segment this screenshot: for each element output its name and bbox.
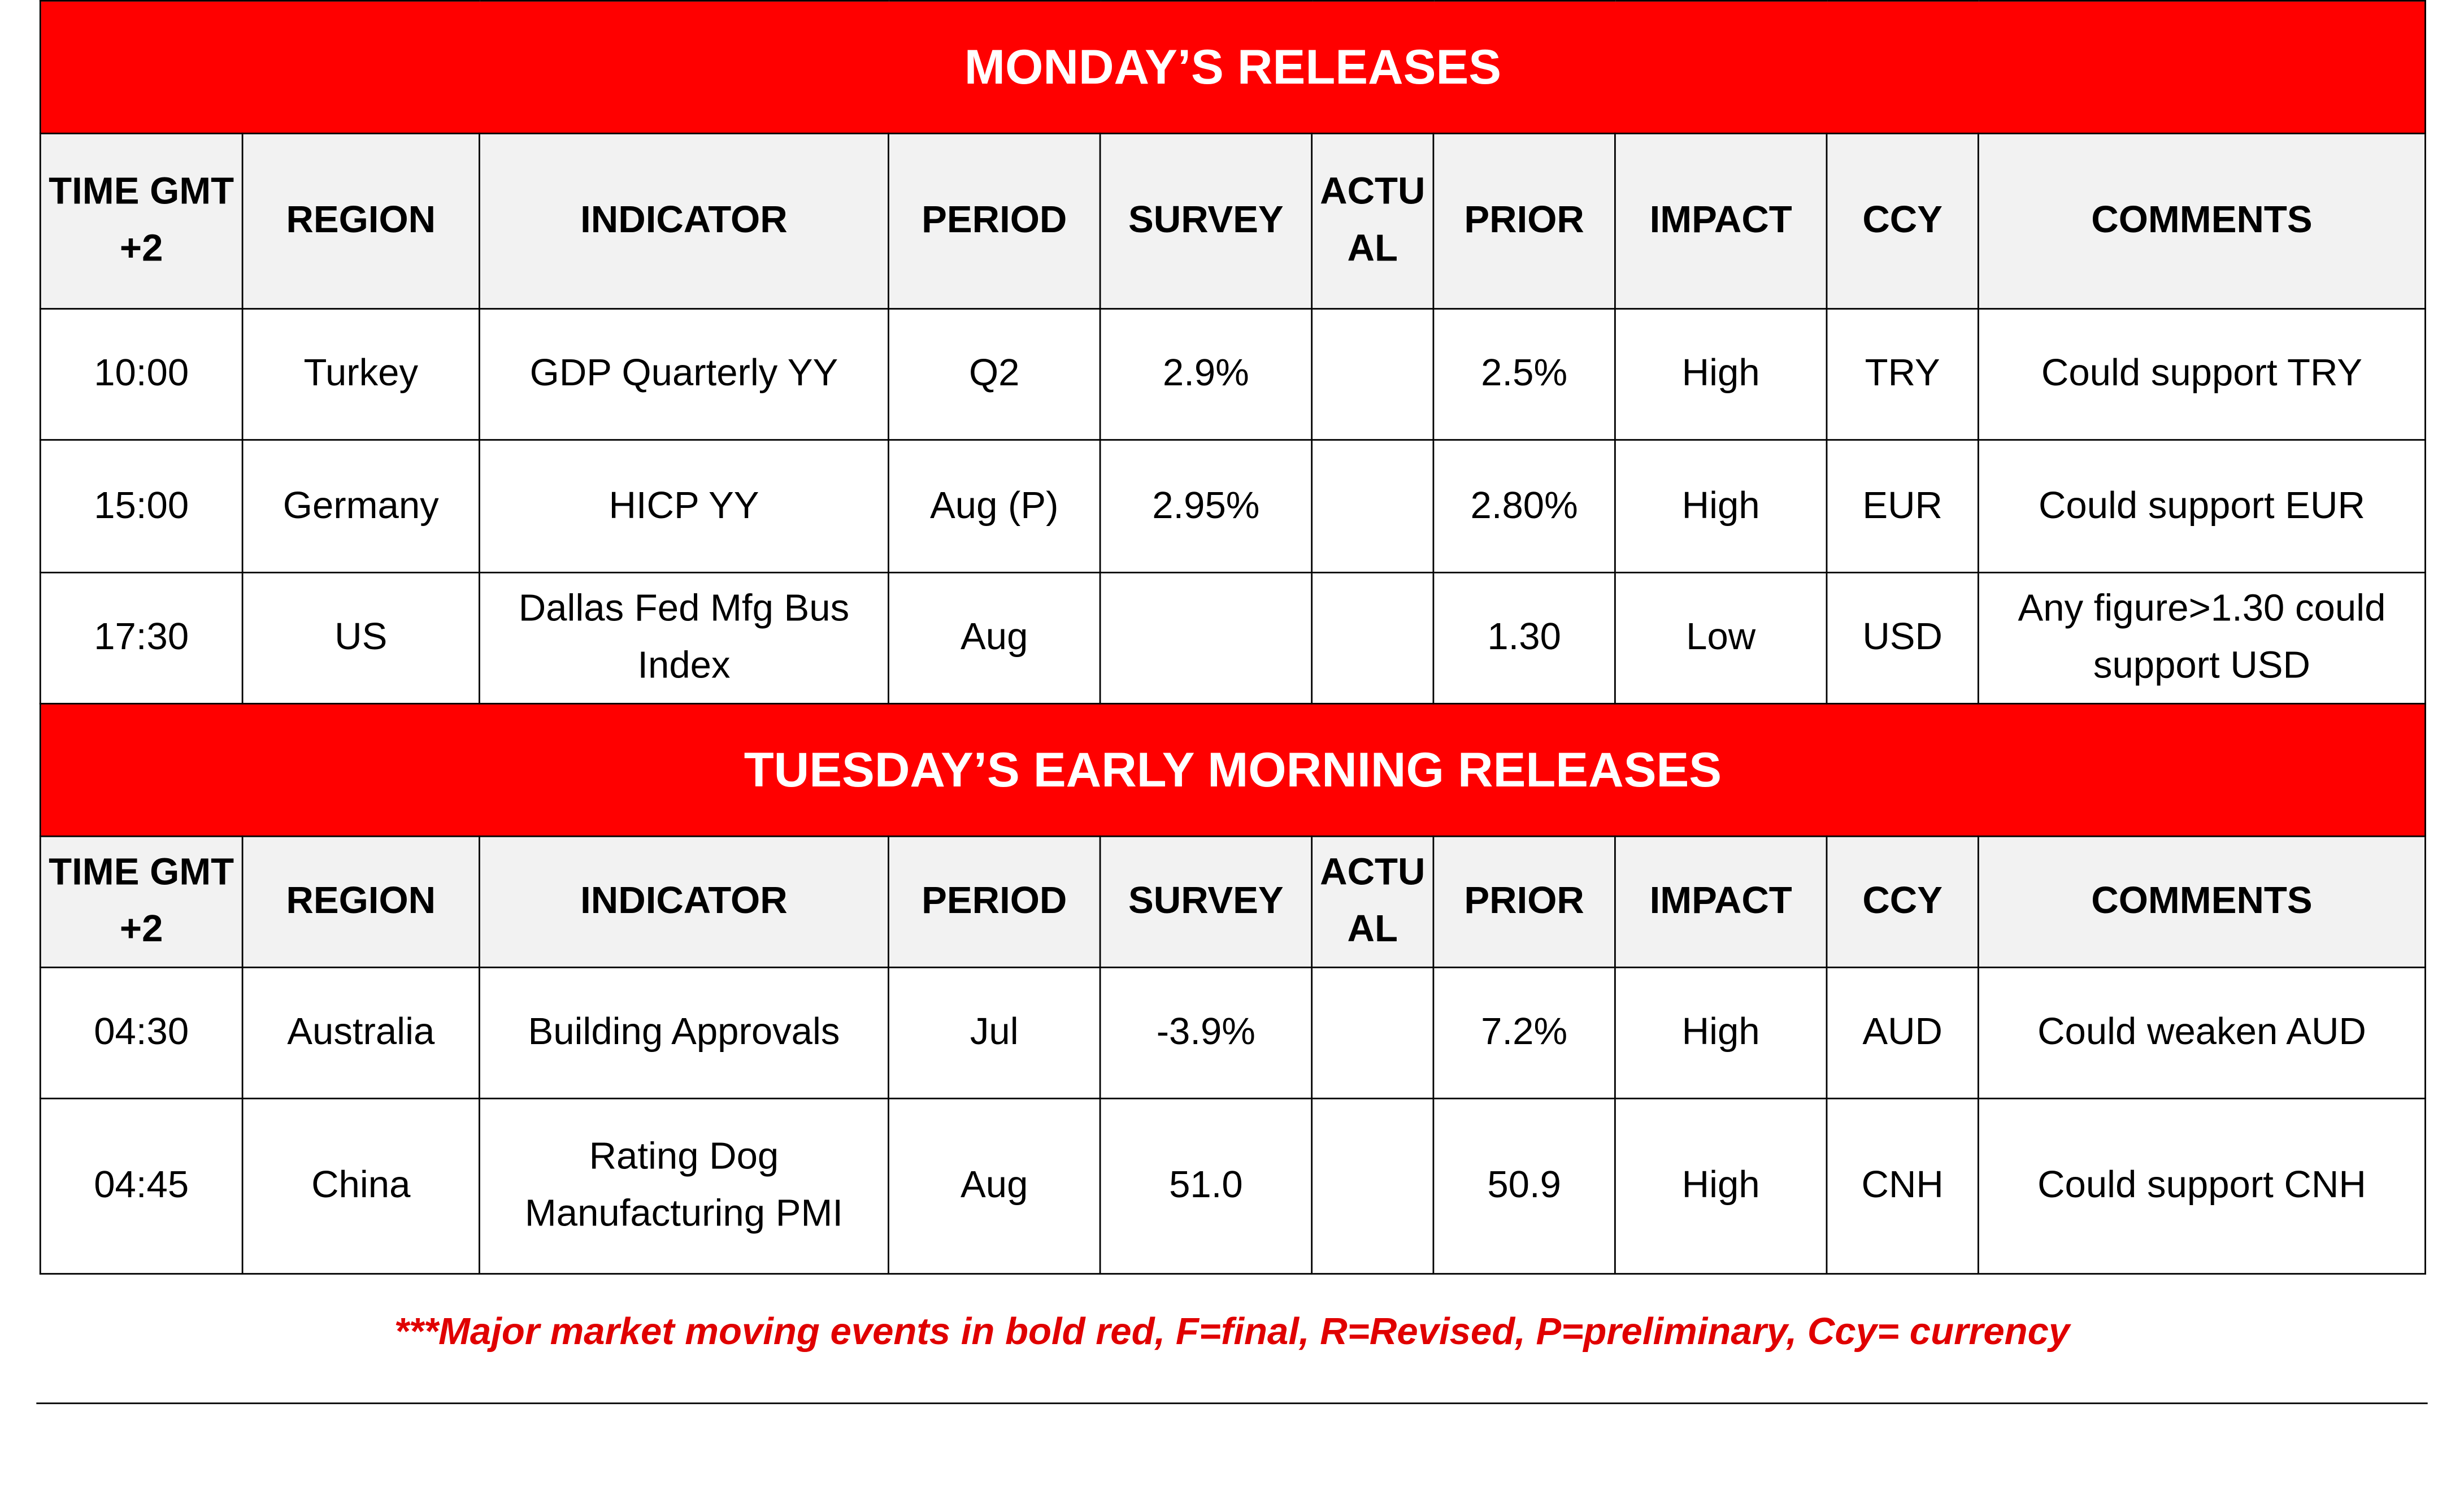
cell: China <box>241 1097 480 1275</box>
cell <box>1311 966 1435 1099</box>
column-header: PRIOR <box>1432 835 1616 968</box>
data-row: 15:00 Germany HICP YY Aug (P) 2.95% 2.80% High… <box>39 439 2426 573</box>
cell: Rating Dog Manufacturing PMI <box>479 1097 889 1275</box>
column-header: TIME GMT+2 <box>39 835 244 968</box>
cell: 51.0 <box>1099 1097 1313 1275</box>
column-header: TIME GMT+2 <box>39 132 244 310</box>
release-table: TUESDAY’S EARLY MORNING RELEASES TIME GMT… <box>39 702 2426 1275</box>
cell: Could support CNH <box>1977 1097 2426 1275</box>
cell: Q2 <box>888 308 1101 441</box>
cell: TRY <box>1826 308 1979 441</box>
cell: USD <box>1826 571 1979 705</box>
cell <box>1311 1097 1435 1275</box>
column-header: COMMENTS <box>1977 835 2426 968</box>
cell: Aug <box>888 571 1101 705</box>
cell: -3.9% <box>1099 966 1313 1099</box>
cell: EUR <box>1826 439 1979 573</box>
cell: 50.9 <box>1432 1097 1616 1275</box>
cell: Turkey <box>241 308 480 441</box>
column-header: SURVEY <box>1099 835 1313 968</box>
cell: Aug (P) <box>888 439 1101 573</box>
cell: Australia <box>241 966 480 1099</box>
column-header: ACTUAL <box>1311 835 1435 968</box>
cell: Could support TRY <box>1977 308 2426 441</box>
column-header: REGION <box>241 835 480 968</box>
column-header: ACTUAL <box>1311 132 1435 310</box>
cell: High <box>1614 1097 1828 1275</box>
cell: Aug <box>888 1097 1101 1275</box>
cell: 04:45 <box>39 1097 244 1275</box>
column-header: PRIOR <box>1432 132 1616 310</box>
cell: HICP YY <box>479 439 889 573</box>
column-header: INDICATOR <box>479 835 889 968</box>
cell: Building Approvals <box>479 966 889 1099</box>
cell: Could support EUR <box>1977 439 2426 573</box>
section-title: MONDAY’S RELEASES <box>39 0 2426 134</box>
section-title: TUESDAY’S EARLY MORNING RELEASES <box>39 702 2426 837</box>
cell: Low <box>1614 571 1828 705</box>
data-row: 17:30 US Dallas Fed Mfg Bus Index Aug 1.30 Lo… <box>39 571 2426 705</box>
cell: High <box>1614 308 1828 441</box>
column-header: SURVEY <box>1099 132 1313 310</box>
data-row: 10:00 Turkey GDP Quarterly YY Q2 2.9% 2.5% Hig… <box>39 308 2426 441</box>
cell <box>1099 571 1313 705</box>
cell: 1.30 <box>1432 571 1616 705</box>
cell: 2.9% <box>1099 308 1313 441</box>
data-row: 04:45 China Rating Dog Manufacturing PMI Au… <box>39 1097 2426 1275</box>
column-header: PERIOD <box>888 132 1101 310</box>
cell: Could weaken AUD <box>1977 966 2426 1099</box>
cell: AUD <box>1826 966 1979 1099</box>
cell: 2.95% <box>1099 439 1313 573</box>
release-table: MONDAY’S RELEASES TIME GMT+2 REGION INDICAT… <box>39 0 2426 705</box>
cell: Dallas Fed Mfg Bus Index <box>479 571 889 705</box>
cell <box>1311 571 1435 705</box>
cell: 2.5% <box>1432 308 1616 441</box>
cell: 04:30 <box>39 966 244 1099</box>
column-header: REGION <box>241 132 480 310</box>
cell: CNH <box>1826 1097 1979 1275</box>
divider <box>36 1402 2428 1405</box>
column-header: PERIOD <box>888 835 1101 968</box>
cell: GDP Quarterly YY <box>479 308 889 441</box>
column-header: CCY <box>1826 132 1979 310</box>
column-header: INDICATOR <box>479 132 889 310</box>
cell: 15:00 <box>39 439 244 573</box>
cell: Germany <box>241 439 480 573</box>
data-row: 04:30 Australia Building Approvals Jul -3.9%… <box>39 966 2426 1099</box>
column-header: CCY <box>1826 835 1979 968</box>
header-row: TIME GMT+2 REGION INDICATOR PERIOD SURVEY ACT… <box>39 132 2426 310</box>
title-row: MONDAY’S RELEASES <box>39 0 2426 134</box>
cell: High <box>1614 966 1828 1099</box>
cell: 17:30 <box>39 571 244 705</box>
column-header: COMMENTS <box>1977 132 2426 310</box>
cell <box>1311 308 1435 441</box>
column-header: IMPACT <box>1614 835 1828 968</box>
cell: High <box>1614 439 1828 573</box>
cell: 10:00 <box>39 308 244 441</box>
cell <box>1311 439 1435 573</box>
cell: 2.80% <box>1432 439 1616 573</box>
title-row: TUESDAY’S EARLY MORNING RELEASES <box>39 702 2426 837</box>
cell: Jul <box>888 966 1101 1099</box>
column-header: IMPACT <box>1614 132 1828 310</box>
cell: Any figure>1.30 could support USD <box>1977 571 2426 705</box>
footnote: ***Major market moving events in bold re… <box>394 1311 2070 1354</box>
cell: 7.2% <box>1432 966 1616 1099</box>
cell: US <box>241 571 480 705</box>
header-row: TIME GMT+2 REGION INDICATOR PERIOD SURVEY ACT… <box>39 835 2426 968</box>
